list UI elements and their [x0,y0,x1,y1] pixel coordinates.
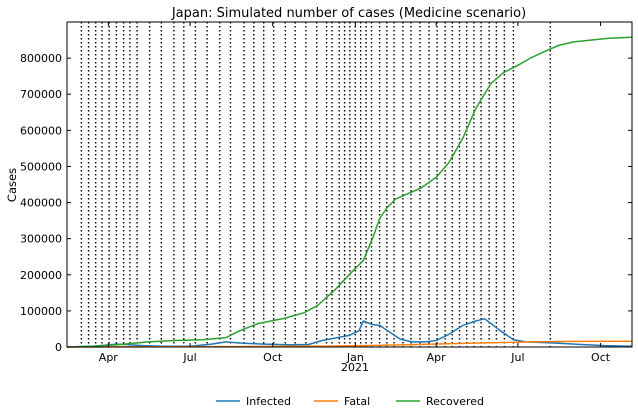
x-tick-label: Oct [263,351,283,364]
series-line-recovered [66,36,633,348]
x-tick-label: Apr [99,351,119,364]
legend-label-infected: Infected [246,395,291,408]
y-tick-label: 0 [55,341,62,354]
x-tick-label: Jul [510,351,524,364]
y-tick-label: 200000 [20,269,62,282]
chart-title: Japan: Simulated number of cases (Medici… [171,6,526,21]
y-tick-label: 500000 [20,160,62,173]
y-tick-label: 300000 [20,233,62,246]
x-tick-label: Jan [346,351,364,364]
y-tick-label: 800000 [20,52,62,65]
y-tick-label: 600000 [20,124,62,137]
legend: Infected Fatal Recovered [216,395,484,408]
legend-label-fatal: Fatal [344,395,370,408]
y-axis: 0 100000 200000 300000 400000 500000 600000 700… [20,52,632,354]
y-tick-label: 400000 [20,197,62,210]
y-tick-label: 100000 [20,305,62,318]
legend-label-recovered: Recovered [426,395,484,408]
y-axis-label: Cases [5,168,19,202]
x-year-label: 2021 [341,361,369,374]
plot-frame [66,21,633,348]
x-axis: Apr Jul Oct Jan Apr Jul Oct [99,22,611,364]
x-tick-label: Apr [427,351,447,364]
x-tick-label: Oct [591,351,611,364]
x-tick-label: Jul [182,351,196,364]
y-tick-label: 700000 [20,88,62,101]
